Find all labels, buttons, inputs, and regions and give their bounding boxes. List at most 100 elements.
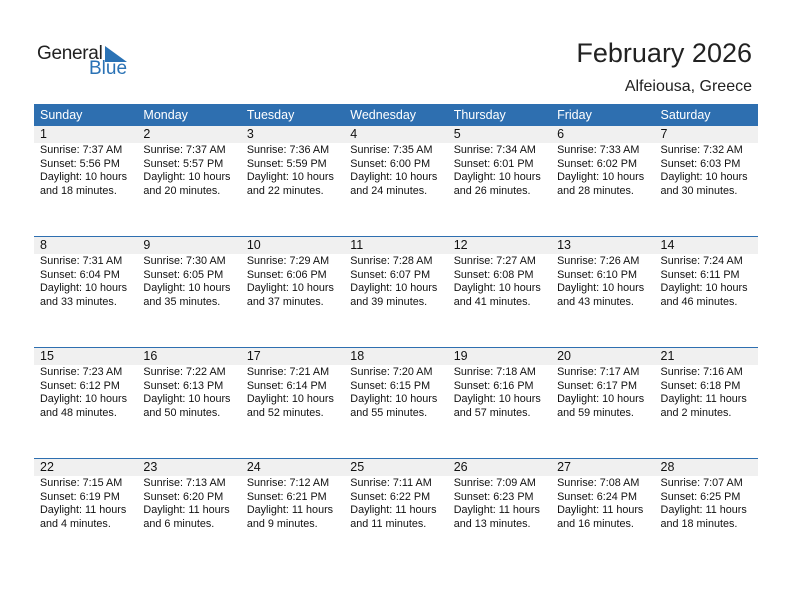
sunrise: Sunrise: 7:12 AM [246,477,330,489]
day-cell: 18 Sunrise: 7:20 AM Sunset: 6:15 PM Dayl… [344,348,448,458]
location: Alfeiousa, Greece [624,78,752,95]
daylight: Daylight: 11 hours [40,504,127,516]
day-number: 11 [344,237,448,254]
sunrise: Sunrise: 7:11 AM [350,477,432,489]
day-number: 21 [654,348,758,365]
sunset: Sunset: 6:25 PM [660,490,741,503]
day-number: 7 [654,126,758,143]
daylight: Daylight: 10 hours [40,282,128,294]
sunset: Sunset: 6:14 PM [246,379,327,392]
day-number: 3 [240,126,345,143]
day-info: Sunrise: 7:32 AM Sunset: 6:03 PM Dayligh… [655,143,758,198]
sunset: Sunset: 6:04 PM [40,268,120,281]
day-number: 24 [240,459,345,476]
day-number: 28 [654,459,758,476]
page-title: February 2026 [576,38,752,68]
day-number: 17 [240,348,345,365]
daylight: Daylight: 10 hours [246,393,334,405]
day-number: 13 [551,237,655,254]
day-cell: 14 Sunrise: 7:24 AM Sunset: 6:11 PM Dayl… [654,237,758,347]
daylight: Daylight: 10 hours [246,282,334,294]
day-cell: 8 Sunrise: 7:31 AM Sunset: 6:04 PM Dayli… [34,237,138,347]
day-number: 25 [344,459,448,476]
day-cell: 10 Sunrise: 7:29 AM Sunset: 6:06 PM Dayl… [240,237,345,347]
day-number: 12 [447,237,552,254]
sunrise: Sunrise: 7:23 AM [40,366,123,378]
daylight: Daylight: 10 hours [557,171,645,183]
day-cell: 12 Sunrise: 7:27 AM Sunset: 6:08 PM Dayl… [447,237,552,347]
day-cell: 28 Sunrise: 7:07 AM Sunset: 6:25 PM Dayl… [654,459,758,569]
weekday-tuesday: Tuesday [246,108,295,122]
day-info: Sunrise: 7:29 AM Sunset: 6:06 PM Dayligh… [241,254,344,309]
logo-text-general: General [37,43,103,64]
day-cell: 20 Sunrise: 7:17 AM Sunset: 6:17 PM Dayl… [551,348,655,458]
day-info: Sunrise: 7:30 AM Sunset: 6:05 PM Dayligh… [137,254,240,309]
sunrise: Sunrise: 7:29 AM [246,255,330,267]
daylight: Daylight: 10 hours [143,393,231,405]
weekday-saturday: Saturday [660,108,711,122]
day-info: Sunrise: 7:11 AM Sunset: 6:22 PM Dayligh… [344,476,447,531]
week-row: 8 Sunrise: 7:31 AM Sunset: 6:04 PM Dayli… [34,236,758,347]
daylight: Daylight: 10 hours [40,171,128,183]
logo-text-blue: Blue [89,58,128,79]
day-cell: 11 Sunrise: 7:28 AM Sunset: 6:07 PM Dayl… [344,237,448,347]
day-info: Sunrise: 7:37 AM Sunset: 5:57 PM Dayligh… [137,143,240,198]
daylight-minutes: and 59 minutes. [557,406,634,419]
sunset: Sunset: 6:17 PM [557,379,637,392]
weekday-wednesday: Wednesday [350,108,417,122]
day-cell: 25 Sunrise: 7:11 AM Sunset: 6:22 PM Dayl… [344,459,448,569]
daylight: Daylight: 10 hours [660,171,748,183]
sunrise: Sunrise: 7:37 AM [40,144,123,156]
daylight-minutes: and 50 minutes. [143,406,221,419]
sunrise: Sunrise: 7:08 AM [557,477,640,489]
sunset: Sunset: 6:06 PM [246,268,327,281]
daylight-minutes: and 39 minutes. [350,295,428,308]
day-cell: 21 Sunrise: 7:16 AM Sunset: 6:18 PM Dayl… [654,348,758,458]
daylight: Daylight: 10 hours [660,282,748,294]
sunset: Sunset: 6:22 PM [350,490,431,503]
day-number: 5 [447,126,552,143]
day-number: 19 [447,348,552,365]
sunset: Sunset: 6:02 PM [557,157,637,170]
weekday-monday: Monday [143,108,188,122]
day-number: 22 [34,459,138,476]
daylight-minutes: and 16 minutes. [557,517,634,530]
daylight: Daylight: 10 hours [350,171,438,183]
day-cell: 15 Sunrise: 7:23 AM Sunset: 6:12 PM Dayl… [34,348,138,458]
sunrise: Sunrise: 7:30 AM [143,255,226,267]
day-cell: 24 Sunrise: 7:12 AM Sunset: 6:21 PM Dayl… [240,459,345,569]
day-cell: 26 Sunrise: 7:09 AM Sunset: 6:23 PM Dayl… [447,459,552,569]
weekday-thursday: Thursday [453,108,506,122]
sunset: Sunset: 6:03 PM [660,157,741,170]
daylight: Daylight: 11 hours [557,504,644,516]
day-number: 15 [34,348,138,365]
daylight: Daylight: 10 hours [350,393,438,405]
daylight-minutes: and 20 minutes. [143,184,221,197]
day-number: 27 [551,459,655,476]
day-info: Sunrise: 7:31 AM Sunset: 6:04 PM Dayligh… [34,254,137,309]
daylight-minutes: and 22 minutes. [246,184,324,197]
daylight-minutes: and 18 minutes. [660,517,738,530]
week-row: 15 Sunrise: 7:23 AM Sunset: 6:12 PM Dayl… [34,347,758,458]
daylight: Daylight: 10 hours [246,171,334,183]
day-cell: 7 Sunrise: 7:32 AM Sunset: 6:03 PM Dayli… [654,126,758,236]
daylight: Daylight: 10 hours [557,282,645,294]
sunrise: Sunrise: 7:17 AM [557,366,640,378]
daylight-minutes: and 55 minutes. [350,406,428,419]
day-info: Sunrise: 7:23 AM Sunset: 6:12 PM Dayligh… [34,365,137,420]
day-cell: 6 Sunrise: 7:33 AM Sunset: 6:02 PM Dayli… [551,126,655,236]
daylight: Daylight: 10 hours [40,393,128,405]
day-info: Sunrise: 7:21 AM Sunset: 6:14 PM Dayligh… [241,365,344,420]
sunset: Sunset: 6:11 PM [660,268,740,281]
day-info: Sunrise: 7:35 AM Sunset: 6:00 PM Dayligh… [344,143,447,198]
day-info: Sunrise: 7:07 AM Sunset: 6:25 PM Dayligh… [655,476,758,531]
day-info: Sunrise: 7:24 AM Sunset: 6:11 PM Dayligh… [655,254,758,309]
day-info: Sunrise: 7:20 AM Sunset: 6:15 PM Dayligh… [344,365,447,420]
sunset: Sunset: 6:16 PM [453,379,534,392]
sunrise: Sunrise: 7:28 AM [350,255,433,267]
day-cell: 5 Sunrise: 7:34 AM Sunset: 6:01 PM Dayli… [447,126,552,236]
daylight-minutes: and 37 minutes. [246,295,324,308]
sunset: Sunset: 5:57 PM [143,157,224,170]
weekday-friday: Friday [557,108,592,122]
weekday-sunday: Sunday [40,108,83,122]
